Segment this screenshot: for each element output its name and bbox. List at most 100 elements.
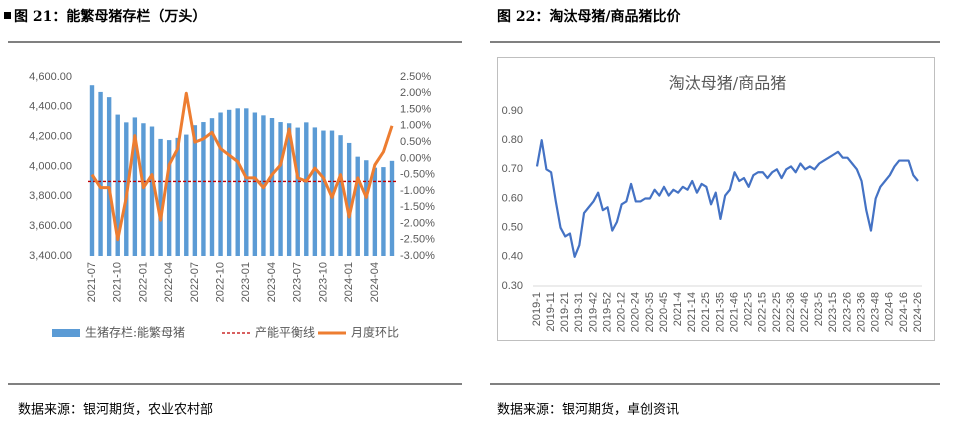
legend-swatch: [52, 329, 80, 337]
bar: [149, 126, 155, 256]
x-tick-label: 2021-35: [714, 292, 726, 332]
x-tick-label: 2022-15: [757, 292, 769, 332]
legend-label: 产能平衡线: [255, 326, 315, 340]
y-tick-label: 3,800.00: [29, 190, 72, 202]
y-tick-label: 0.90: [502, 105, 523, 117]
bar: [184, 134, 189, 256]
y-tick-label: 4,000.00: [29, 160, 72, 172]
x-tick-label: 2024-16: [898, 292, 910, 332]
x-tick-label: 2024-04: [369, 262, 381, 302]
bar: [226, 109, 232, 256]
bar: [278, 122, 283, 256]
y-tick-label: 0.00%: [400, 152, 431, 164]
x-tick-label: 2023-01: [240, 262, 252, 302]
y-tick-label: 4,600.00: [29, 71, 72, 83]
y-tick-label: 3,600.00: [29, 220, 72, 232]
y-tick-label: -3.00%: [400, 250, 435, 262]
x-tick-label: 2021-46: [728, 292, 740, 332]
x-tick-label: 2022-04: [163, 262, 175, 302]
x-tick-label: 2019-52: [601, 292, 613, 332]
x-tick-label: 2019-1: [531, 292, 543, 326]
x-tick-label: 2019-42: [587, 292, 599, 332]
bar: [286, 123, 292, 256]
x-tick-label: 2021-10: [112, 262, 124, 302]
y-tick-label: 0.30: [502, 280, 523, 292]
bullet: [4, 12, 11, 19]
y-tick-label: 4,200.00: [29, 131, 72, 143]
data-line: [535, 139, 919, 258]
chart-frame: [497, 57, 935, 341]
bar: [218, 112, 223, 256]
x-tick-label: 2023-26: [841, 292, 853, 332]
x-tick-label: 2023-10: [317, 262, 329, 302]
x-tick-label: 2022-10: [214, 262, 226, 302]
bar: [244, 108, 249, 256]
bar: [235, 108, 240, 256]
y-tick-label: 0.60: [502, 192, 523, 204]
y-tick-label: 2.00%: [400, 87, 431, 99]
x-tick-label: 2023-07: [292, 262, 304, 302]
bar: [201, 122, 206, 256]
y-tick-label: -0.50%: [400, 169, 435, 181]
y-tick-label: 1.50%: [400, 103, 431, 115]
bar: [364, 160, 369, 256]
y-tick-label: 0.50%: [400, 136, 431, 148]
x-tick-label: 2023-04: [266, 262, 278, 302]
x-tick-label: 2020-45: [658, 292, 670, 332]
x-tick-label: 2023-15: [827, 292, 839, 332]
x-tick-label: 2021-07: [86, 262, 98, 302]
y-tick-label: -2.00%: [400, 217, 435, 229]
bar: [192, 125, 198, 256]
bar: [175, 137, 180, 256]
bar: [132, 117, 138, 256]
legend-label: 生猪存栏:能繁母猪: [85, 325, 185, 340]
x-tick-label: 2021-25: [700, 292, 712, 332]
figure-caption: 图 22：淘汰母猪/商品猪比价: [497, 8, 681, 25]
source-note: 数据来源：银河期货，农业农村部: [18, 402, 213, 418]
x-tick-label: 2021-14: [686, 292, 698, 332]
y-tick-label: 1.00%: [400, 120, 431, 132]
bar: [106, 97, 112, 256]
legend-label: 月度环比: [351, 325, 399, 340]
source-note: 数据来源：银河期货，卓创资讯: [497, 402, 679, 418]
y-tick-label: 0.80: [502, 134, 523, 146]
x-tick-label: 2023-36: [855, 292, 867, 332]
bar: [166, 140, 172, 256]
bar: [209, 118, 215, 256]
bar: [158, 138, 163, 256]
bar: [355, 156, 360, 256]
bar: [98, 91, 103, 257]
y-tick-label: -1.50%: [400, 201, 435, 213]
bar: [338, 135, 343, 256]
bar: [389, 160, 395, 256]
bar: [252, 112, 258, 256]
x-tick-label: 2023-5: [813, 292, 825, 326]
bar: [321, 130, 326, 256]
bar: [269, 118, 275, 256]
y-tick-label: 2.50%: [400, 71, 431, 83]
x-tick-label: 2024-01: [343, 262, 355, 302]
data-line: [90, 91, 394, 242]
bar: [312, 127, 318, 256]
bar: [304, 122, 309, 256]
y-tick-label: 0.40: [502, 251, 523, 263]
x-tick-label: 2020-35: [644, 292, 656, 332]
bar: [115, 114, 120, 256]
x-tick-label: 2020-24: [630, 292, 642, 332]
y-tick-label: 4,400.00: [29, 101, 72, 113]
y-tick-label: 3,400.00: [29, 250, 72, 262]
x-tick-label: 2022-07: [189, 262, 201, 302]
bar: [141, 123, 146, 256]
x-tick-label: 2022-46: [799, 292, 811, 332]
bar: [372, 167, 378, 256]
x-tick-label: 2020-12: [616, 292, 628, 332]
y-tick-label: 0.50: [502, 222, 523, 234]
x-tick-label: 2024-26: [912, 292, 924, 332]
x-tick-label: 2024-6: [884, 292, 896, 326]
x-tick-label: 2022-5: [743, 292, 755, 326]
y-tick-label: -2.50%: [400, 234, 435, 246]
bar: [381, 167, 386, 256]
x-tick-label: 2022-36: [785, 292, 797, 332]
y-tick-label: -1.00%: [400, 185, 435, 197]
bar: [346, 142, 352, 256]
